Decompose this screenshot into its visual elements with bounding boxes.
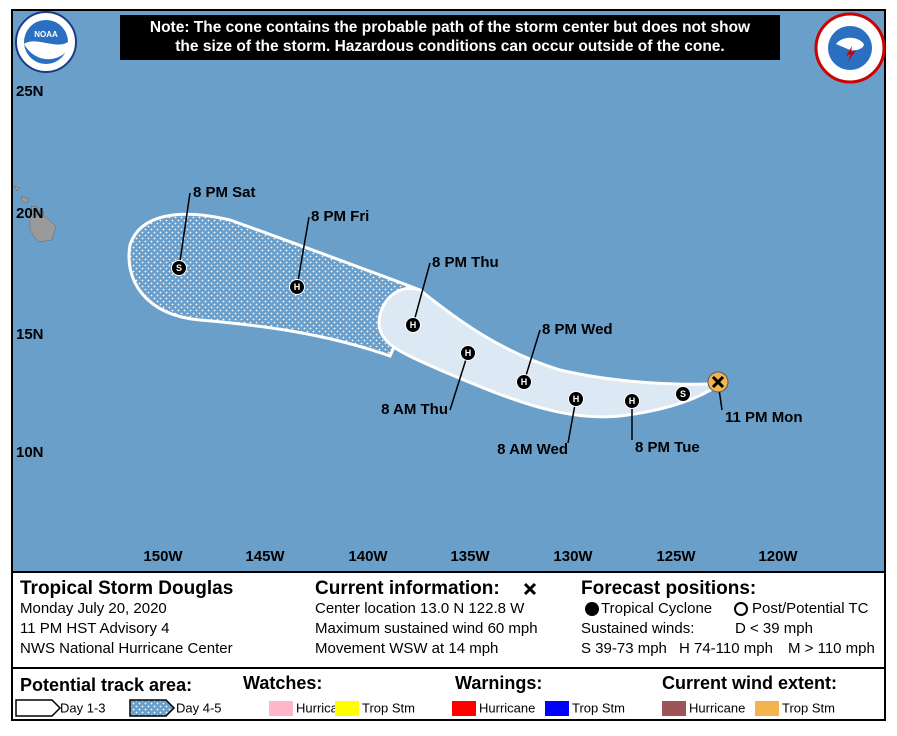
post-icon — [734, 602, 748, 616]
lat-label: 25N — [16, 83, 44, 100]
swatch — [269, 701, 293, 716]
intensity-symbol: H — [465, 348, 472, 358]
storm-name: Tropical Storm Douglas — [20, 578, 233, 599]
forecast-time: 8 PM Fri — [311, 208, 369, 225]
track-area-title: Potential track area: — [20, 675, 192, 695]
current-icon — [523, 582, 537, 596]
intensity-symbol: H — [294, 282, 301, 292]
lon-label: 125W — [656, 548, 696, 565]
logo-text: NOAA — [34, 30, 58, 39]
swatch-label: Trop Stm — [362, 700, 415, 715]
center: NWS National Hurricane Center — [20, 640, 233, 657]
leader-line — [523, 329, 541, 383]
forecast-time: 8 PM Sat — [193, 184, 256, 201]
swatch-label: Trop Stm — [572, 700, 625, 715]
lon-label: 145W — [245, 548, 285, 565]
advisory: 11 PM HST Advisory 4 — [20, 620, 170, 637]
current-x — [711, 375, 725, 389]
forecast-tc: Tropical Cyclone — [601, 600, 712, 617]
track-point — [289, 279, 305, 295]
forecast-time: 8 PM Tue — [635, 439, 700, 456]
lat-label: 15N — [16, 326, 44, 343]
track: 11 PM Mon S 8 PM Tue H 8 AM Wed H 8 PM Wed H 8 A… — [171, 184, 803, 458]
leader-line — [178, 192, 191, 269]
intensity-symbol: S — [680, 389, 686, 399]
track-point — [516, 374, 532, 390]
note: Note: The cone contains the probable pat… — [150, 19, 751, 36]
track-point — [460, 345, 476, 361]
note-box — [120, 15, 780, 60]
lon-label: 135W — [450, 548, 490, 565]
day45-icon — [129, 699, 176, 717]
swatch — [755, 701, 779, 716]
forecast-time: 8 PM Wed — [542, 321, 613, 338]
lat-label: 10N — [16, 444, 44, 461]
leader-line — [412, 262, 431, 326]
swatch — [662, 701, 686, 716]
track-point — [568, 391, 584, 407]
current-line: Movement WSW at 14 mph — [315, 640, 498, 657]
forecast-time: 8 AM Wed — [497, 441, 568, 458]
cone-day-4-5 — [127, 212, 423, 358]
track-point — [171, 260, 187, 276]
day45: Day 4-5 — [176, 700, 222, 715]
noaa-logo: NOAA — [15, 11, 77, 73]
current-title: Current information: — [315, 578, 500, 599]
swatch-label: Trop Stm — [782, 700, 835, 715]
wind_extent-title: Current wind extent: — [662, 673, 837, 693]
swatch — [452, 701, 476, 716]
forecast-time: 8 AM Thu — [381, 401, 448, 418]
current-line: Maximum sustained wind 60 mph — [315, 620, 538, 637]
forecast-post: Post/Potential TC — [752, 600, 869, 617]
lon-label: 140W — [348, 548, 388, 565]
wind-s: S 39-73 mph — [581, 640, 667, 657]
lat-label: 20N — [16, 205, 44, 222]
watches-title: Watches: — [243, 673, 322, 693]
leader-line — [296, 216, 310, 288]
swatch-label: Hurricane — [689, 700, 745, 715]
graticule-labels: 25N 20N 15N 10N 150W 145W 140W 135W 130W 125W 120W — [16, 83, 798, 565]
track-point — [405, 317, 421, 333]
lon-label: 130W — [553, 548, 593, 565]
forecast-time: 8 PM Thu — [432, 254, 499, 271]
forecast-time: 11 PM Mon — [725, 409, 803, 426]
hawaii — [13, 185, 57, 243]
winds-label: Sustained winds: — [581, 620, 694, 637]
note: the size of the storm. Hazardous conditi… — [175, 38, 724, 55]
date: Monday July 20, 2020 — [20, 600, 167, 617]
day13-icon — [15, 699, 62, 717]
track-point — [624, 393, 640, 409]
swatch — [545, 701, 569, 716]
tc-icon — [585, 602, 599, 616]
wind-h: H 74-110 mph — [679, 640, 773, 657]
warnings-title: Warnings: — [455, 673, 542, 693]
swatches: Watches: Hurricane Trop Stm Warnings: Hurric… — [243, 673, 837, 716]
info-panel — [11, 571, 886, 721]
lon-label: 150W — [143, 548, 183, 565]
swatch-label: Hurricane — [479, 700, 535, 715]
intensity-symbol: H — [521, 377, 528, 387]
lon-label: 120W — [758, 548, 798, 565]
intensity-symbol: S — [176, 263, 182, 273]
day13: Day 1-3 — [60, 700, 106, 715]
intensity-symbol: H — [573, 394, 580, 404]
forecast-title: Forecast positions: — [581, 578, 756, 599]
track-point — [675, 386, 691, 402]
wind-m: M > 110 mph — [788, 640, 875, 657]
intensity-symbol: H — [629, 396, 636, 406]
leader-line — [449, 352, 469, 411]
intensity-symbol: H — [410, 320, 417, 330]
cone-day-1-3 — [377, 286, 723, 419]
current-line: Center location 13.0 N 122.8 W — [315, 600, 525, 617]
nws-logo — [814, 12, 886, 84]
swatch — [335, 701, 359, 716]
wind-d: D < 39 mph — [735, 620, 813, 637]
